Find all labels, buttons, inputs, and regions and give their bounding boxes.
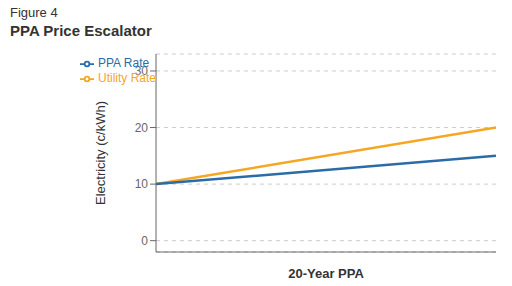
svg-text:Electricity (c/kWh): Electricity (c/kWh) xyxy=(93,101,108,205)
svg-text:20: 20 xyxy=(135,121,149,135)
svg-text:30: 30 xyxy=(135,64,149,78)
svg-text:10: 10 xyxy=(135,177,149,191)
svg-text:0: 0 xyxy=(141,234,148,248)
svg-text:20-Year PPA: 20-Year PPA xyxy=(288,266,364,281)
